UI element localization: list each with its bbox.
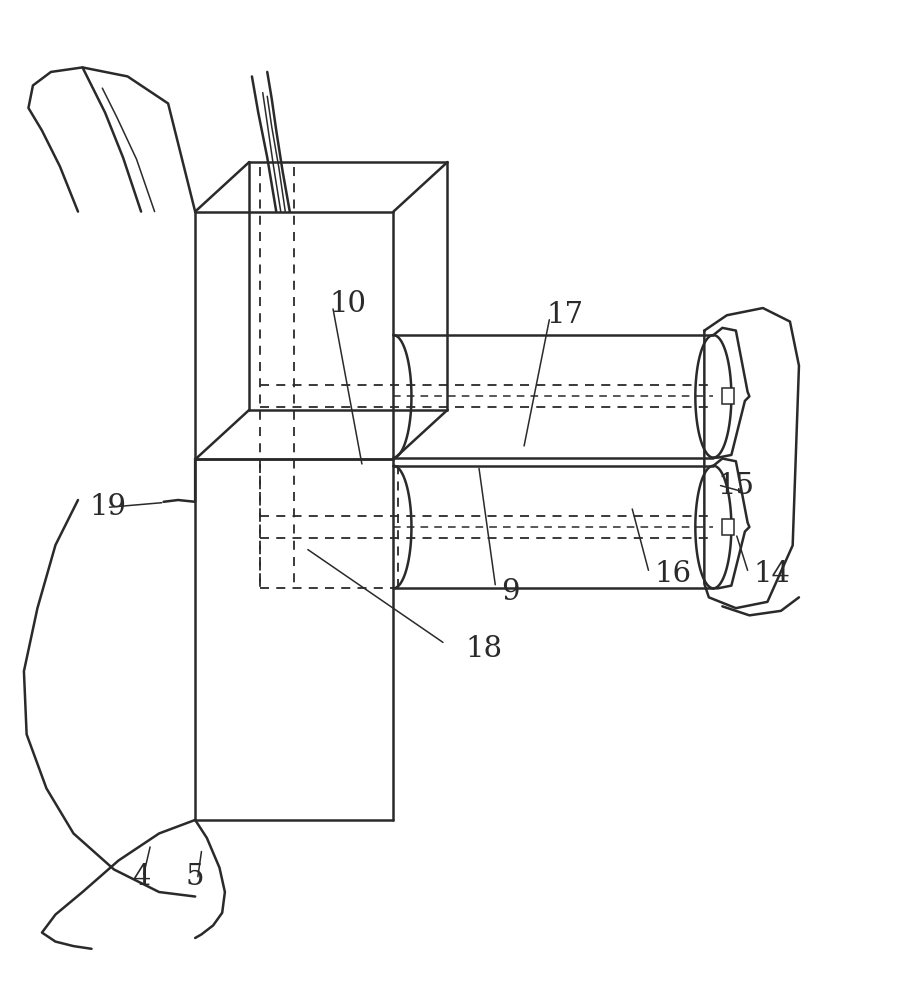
Text: 16: 16: [654, 560, 691, 588]
Text: 19: 19: [89, 493, 126, 521]
Text: 15: 15: [717, 472, 753, 500]
Text: 10: 10: [330, 290, 367, 318]
Text: 18: 18: [464, 635, 501, 663]
Text: 4: 4: [132, 863, 150, 891]
Text: 17: 17: [545, 301, 582, 329]
Text: 5: 5: [186, 863, 204, 891]
Bar: [721, 388, 733, 404]
Text: 9: 9: [500, 578, 519, 606]
Text: 14: 14: [752, 560, 789, 588]
Bar: [721, 519, 733, 535]
